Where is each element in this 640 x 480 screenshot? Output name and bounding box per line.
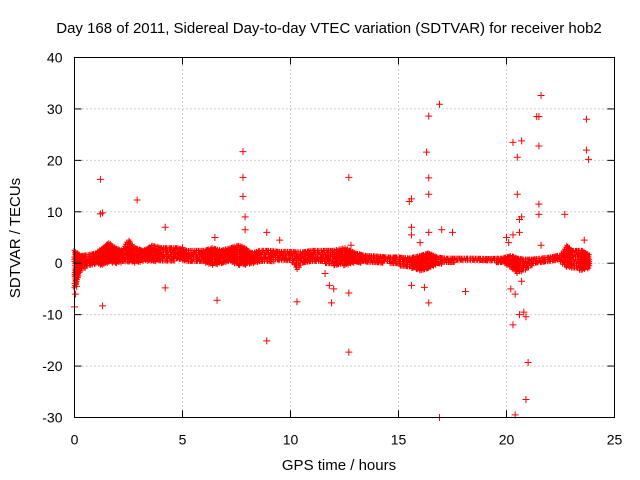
data-point (515, 311, 523, 319)
data-point (420, 283, 428, 291)
data-point (580, 236, 588, 244)
data-point (179, 244, 186, 252)
data-point (535, 200, 543, 208)
data-point (416, 239, 424, 247)
data-point (513, 190, 521, 198)
data-point (347, 241, 355, 249)
data-point (239, 192, 247, 200)
data-point (522, 313, 530, 321)
x-tick-label: 25 (607, 432, 623, 448)
data-point (321, 270, 329, 277)
data-point (561, 210, 569, 218)
data-point (585, 155, 593, 163)
data-point (276, 236, 284, 244)
data-point (407, 195, 415, 203)
x-tick-label: 10 (283, 432, 299, 448)
data-point (449, 228, 456, 236)
data-point (96, 175, 104, 183)
x-axis-ticks: 0 5 10 15 20 25 (71, 57, 623, 448)
data-point (103, 241, 111, 249)
data-point (241, 213, 249, 221)
data-point (345, 173, 353, 181)
data-point (425, 228, 433, 236)
data-point (518, 137, 526, 145)
data-point (425, 299, 433, 307)
data-point (582, 146, 590, 154)
data-point (99, 209, 107, 217)
y-tick-label: 40 (47, 50, 63, 66)
data-point (505, 239, 513, 247)
data-point (511, 290, 519, 298)
data-point (423, 148, 431, 156)
data-band-markers (71, 237, 593, 291)
data-point (535, 210, 543, 218)
data-point (438, 226, 446, 234)
data-point (522, 396, 530, 403)
data-point (537, 92, 545, 100)
data-point (211, 234, 219, 241)
data-point (72, 290, 80, 298)
y-axis-ticks: -30 -20 -10 0 10 20 30 40 (42, 50, 615, 426)
data-point (325, 281, 333, 289)
data-point (518, 277, 526, 285)
data-point (507, 285, 515, 293)
data-point (293, 298, 301, 306)
x-tick-label: 5 (179, 432, 187, 448)
data-point (582, 115, 590, 123)
data-point (425, 112, 433, 120)
data-point (503, 234, 510, 241)
data-point (524, 358, 532, 366)
plot-frame (74, 57, 615, 418)
data-point (509, 138, 517, 146)
data-point (328, 299, 336, 307)
x-tick-label: 0 (71, 432, 79, 448)
data-point (461, 288, 469, 295)
data-point (425, 174, 433, 182)
data-point (345, 348, 353, 356)
data-point (161, 284, 169, 292)
data-point (425, 190, 433, 198)
data-point (515, 228, 523, 236)
data-point (436, 100, 444, 108)
data-point (537, 241, 545, 249)
data-point (161, 223, 169, 231)
data-point (513, 153, 521, 161)
data-points (71, 92, 593, 421)
data-point (407, 281, 415, 289)
data-point (241, 226, 249, 234)
y-tick-label: 10 (47, 204, 63, 220)
x-tick-label: 20 (499, 432, 515, 448)
y-tick-label: -10 (42, 307, 62, 323)
data-point (535, 142, 543, 150)
data-point (330, 285, 338, 293)
data-point (213, 296, 221, 304)
y-tick-label: -30 (42, 410, 62, 426)
data-point (509, 321, 517, 329)
data-point (520, 308, 528, 316)
data-point (345, 289, 353, 297)
data-point (518, 213, 526, 221)
data-point (133, 196, 141, 204)
data-point (407, 231, 415, 239)
chart-title: Day 168 of 2011, Sidereal Day-to-day VTE… (56, 20, 602, 37)
data-point (99, 302, 107, 310)
grid-lines (74, 57, 615, 418)
data-point (239, 173, 247, 181)
data-point (509, 231, 517, 239)
y-tick-label: -20 (42, 358, 62, 374)
data-point (407, 223, 415, 231)
data-point (239, 148, 247, 156)
y-tick-label: 0 (55, 255, 63, 271)
data-point (263, 228, 271, 236)
data-point (535, 113, 543, 121)
y-tick-label: 30 (47, 101, 63, 117)
x-axis-label: GPS time / hours (282, 457, 396, 474)
data-point (263, 337, 271, 345)
y-tick-label: 20 (47, 152, 63, 168)
x-tick-label: 15 (391, 432, 407, 448)
y-axis-label: SDTVAR / TECUs (7, 178, 24, 298)
